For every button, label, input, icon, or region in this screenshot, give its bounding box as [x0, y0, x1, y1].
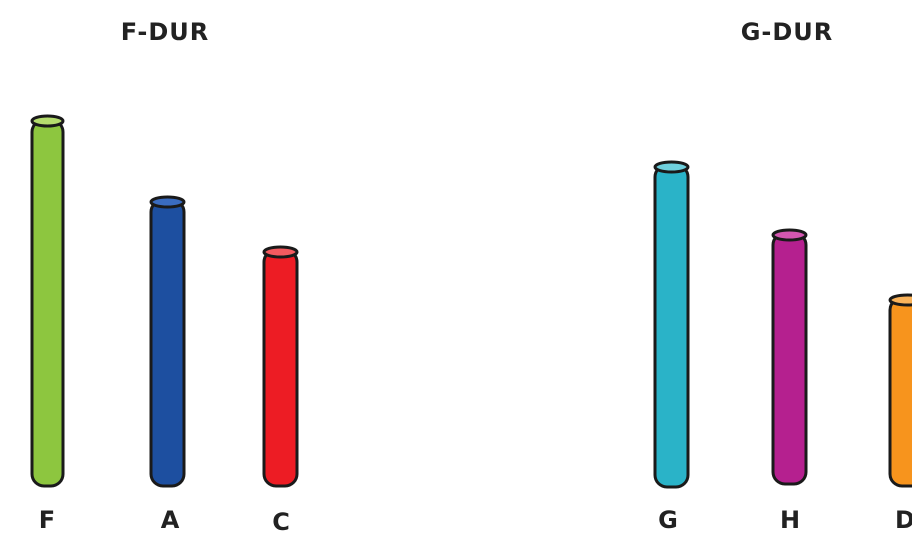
note-label: C: [272, 508, 290, 533]
tube: [653, 160, 690, 489]
note-label: A: [161, 506, 180, 533]
group-title: F-DUR: [121, 18, 210, 46]
tube: [888, 293, 912, 488]
note-label: G: [658, 506, 678, 533]
note-label: H: [780, 506, 800, 533]
tube: [771, 228, 808, 486]
tube: [149, 195, 186, 488]
group-title: G-DUR: [741, 18, 834, 46]
note-label: D: [895, 506, 912, 533]
tube: [30, 114, 65, 488]
note-label: F: [39, 506, 55, 533]
tube: [262, 245, 299, 488]
